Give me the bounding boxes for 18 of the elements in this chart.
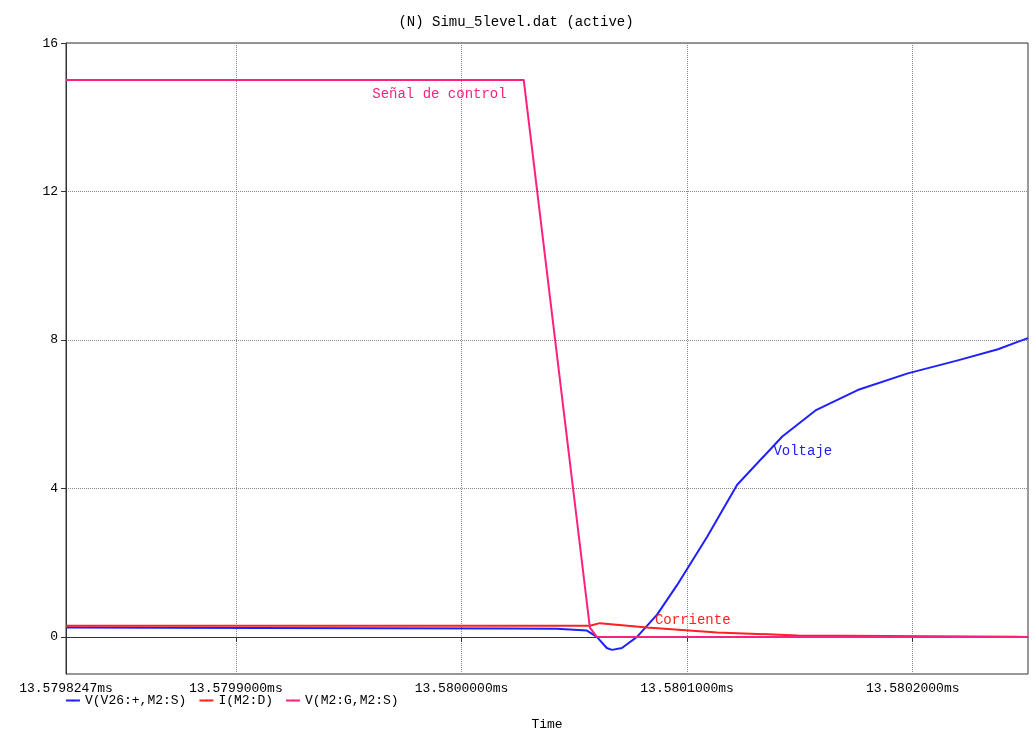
legend-label: V(M2:G,M2:S): [305, 693, 399, 708]
chart-title: (N) Simu_5level.dat (active): [398, 14, 634, 30]
y-tick-label: 16: [42, 35, 58, 51]
x-tick-label: 13.5802000ms: [865, 681, 960, 696]
legend-label: I(M2:D): [218, 693, 274, 708]
annotation: Voltaje: [773, 443, 833, 460]
x-tick-label: 13.5798247ms: [19, 681, 113, 696]
legend-label: V(V26:+,M2:S): [85, 693, 187, 708]
y-tick-label: 0: [50, 629, 58, 645]
x-tick-label: 13.5801000ms: [640, 681, 734, 696]
x-tick-label: 13.5800000ms: [414, 681, 509, 696]
annotation: Señal de control: [372, 86, 507, 103]
x-axis-title: Time: [531, 717, 563, 732]
x-tick-label: 13.5799000ms: [189, 681, 283, 696]
y-tick-label: 12: [42, 183, 58, 199]
y-tick-label: 4: [50, 480, 59, 496]
annotation: Corriente: [654, 612, 731, 629]
y-tick-label: 8: [50, 332, 58, 348]
